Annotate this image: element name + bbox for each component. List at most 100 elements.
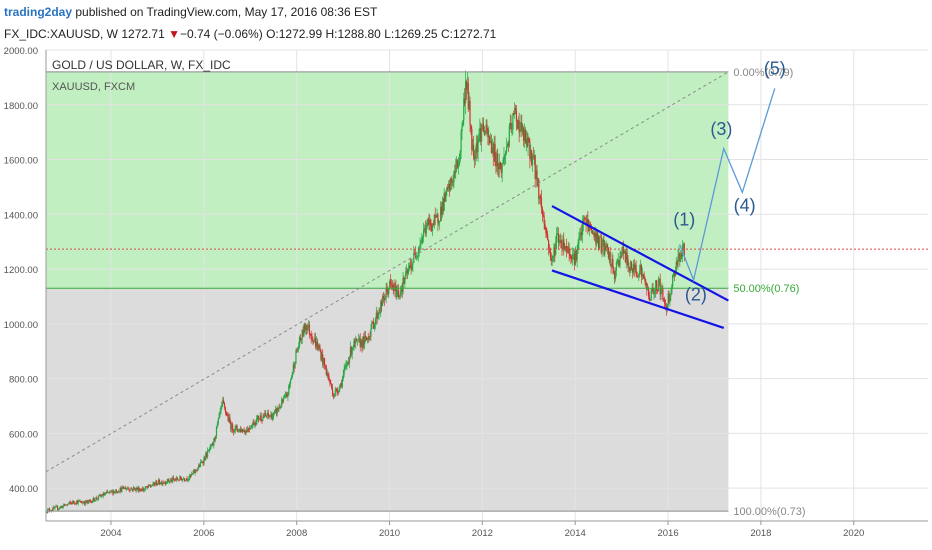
candle-body	[258, 418, 260, 420]
candle-body	[75, 501, 77, 504]
candle-body	[88, 500, 90, 503]
candle-body	[648, 296, 651, 301]
candle-body	[301, 329, 303, 340]
candle-body	[297, 348, 299, 351]
y-tick-label: 1200.00	[4, 265, 38, 276]
candle-body	[647, 288, 649, 291]
candle-body	[262, 416, 264, 421]
candle-body	[222, 400, 224, 404]
candle-body	[459, 151, 461, 161]
candle-body	[128, 488, 130, 490]
candle-body	[85, 500, 87, 503]
candle-body	[667, 293, 669, 306]
candle-body	[575, 250, 577, 260]
candle-body	[311, 338, 313, 340]
candle-body	[316, 341, 318, 350]
y-tick-label: 2000.00	[4, 46, 38, 57]
x-tick-label: 2004	[100, 528, 121, 539]
candle-body	[556, 233, 558, 243]
y-tick-label: 1400.00	[4, 210, 38, 221]
candle-body	[64, 503, 66, 506]
candle-body	[192, 470, 194, 474]
candle-body	[679, 253, 681, 262]
candle-body	[271, 414, 273, 420]
candle-body	[283, 397, 285, 399]
channel-lower-line[interactable]	[551, 269, 725, 329]
candle-body	[497, 153, 499, 167]
candle-body	[100, 495, 102, 497]
candle-body	[630, 261, 632, 271]
candle-body	[593, 233, 595, 238]
candle-body	[590, 228, 593, 231]
candle-body	[284, 394, 286, 398]
candle-body	[519, 128, 521, 133]
candle-body	[315, 341, 318, 347]
candle-body	[626, 252, 628, 260]
candle-body	[546, 233, 548, 236]
candle-body	[567, 246, 569, 252]
candle-body	[601, 241, 603, 253]
channel-upper-line[interactable]	[551, 205, 729, 302]
candle-body	[576, 250, 578, 260]
publisher-line: trading2day published on TradingView.com…	[4, 5, 377, 19]
candle-body	[156, 483, 159, 485]
candle-body	[613, 267, 615, 272]
candle-body	[369, 336, 371, 338]
candle-body	[172, 477, 174, 482]
candle-body	[228, 417, 230, 421]
candle-body	[331, 388, 334, 396]
brand-name[interactable]: trading2day	[4, 5, 73, 19]
candle-body	[462, 120, 464, 126]
candle-body	[246, 430, 248, 432]
wave-projection-path[interactable]	[679, 88, 776, 283]
candle-body	[372, 321, 374, 323]
candle-body	[319, 348, 321, 351]
candle-body	[499, 162, 501, 170]
candle-body	[594, 232, 596, 238]
fib-level-label: 50.00%(0.76)	[733, 283, 799, 295]
candle-body	[603, 240, 605, 255]
candle-body	[334, 390, 336, 396]
candle-body	[605, 246, 607, 248]
candle-body	[231, 424, 233, 430]
candle-body	[82, 502, 85, 504]
candle-body	[110, 490, 112, 492]
candle-body	[525, 138, 527, 144]
candle-body	[127, 488, 129, 490]
candle-body	[356, 339, 358, 341]
candle-body	[232, 430, 235, 432]
candle-body	[350, 346, 352, 355]
candle-body	[247, 428, 249, 432]
candle-body	[65, 504, 67, 506]
candle-body	[169, 480, 171, 482]
candle-body	[148, 484, 150, 488]
candle-body	[599, 236, 601, 238]
candle-body	[563, 239, 565, 250]
candle-body	[134, 488, 136, 491]
candle-body	[542, 214, 544, 216]
candle-body	[530, 150, 532, 159]
candle-body	[164, 482, 166, 483]
candle-body	[494, 143, 496, 161]
candle-body	[646, 283, 648, 291]
candle-body	[341, 378, 343, 387]
candle-body	[441, 201, 443, 215]
candle-body	[540, 198, 543, 208]
candle-body	[280, 407, 282, 408]
candle-body	[645, 281, 647, 284]
candle-body	[359, 338, 361, 348]
candle-body	[482, 123, 485, 131]
candle-body	[403, 277, 405, 284]
candle-body	[221, 403, 223, 407]
candle-body	[373, 323, 376, 329]
candle-body	[92, 497, 94, 502]
candle-body	[90, 501, 93, 503]
candle-body	[279, 407, 281, 409]
close-value: 1272.71	[452, 27, 497, 41]
candle-body	[67, 503, 69, 505]
candle-body	[370, 328, 372, 337]
candle-body	[259, 415, 261, 419]
candle-body	[368, 336, 370, 340]
candle-body	[411, 264, 413, 270]
